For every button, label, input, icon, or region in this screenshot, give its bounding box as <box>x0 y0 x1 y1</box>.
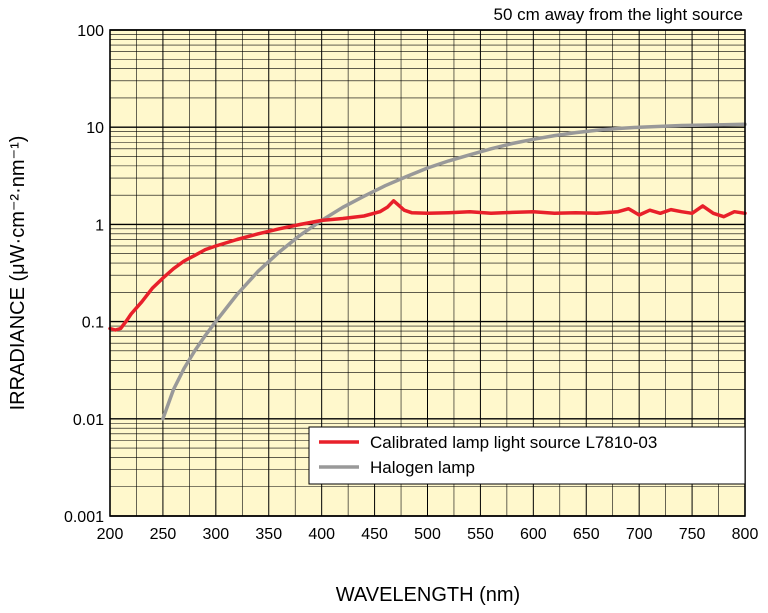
x-tick-label: 600 <box>520 526 547 543</box>
legend-box <box>308 426 746 485</box>
series-line-halogen-lamp <box>161 122 747 421</box>
legend-label-calibrated-lamp: Calibrated lamp light source L7810-03 <box>370 433 657 452</box>
x-tick-label: 450 <box>361 526 388 543</box>
y-tick-labels: 0.001 0.01 0.1 1 10 100 <box>64 23 104 526</box>
series-layer <box>108 122 747 421</box>
x-tick-label: 400 <box>308 526 335 543</box>
y-tick-label: 0.01 <box>73 412 104 429</box>
x-tick-label: 300 <box>202 526 229 543</box>
y-tick-label: 10 <box>86 120 104 137</box>
x-tick-labels: 200 250 300 350 400 450 500 550 600 650 700 750 800 <box>97 526 759 543</box>
x-tick-label: 750 <box>679 526 706 543</box>
x-tick-label: 800 <box>732 526 759 543</box>
x-tick-label: 350 <box>255 526 282 543</box>
legend-label-halogen-lamp: Halogen lamp <box>370 458 475 477</box>
legend: Calibrated lamp light source L7810-03 Ha… <box>308 426 746 485</box>
x-tick-label: 250 <box>150 526 177 543</box>
x-tick-label: 500 <box>414 526 441 543</box>
y-axis-title: IRRADIANCE (μW·cm⁻²·nm⁻¹) <box>7 136 29 411</box>
x-tick-label: 700 <box>626 526 653 543</box>
y-tick-label: 100 <box>77 23 104 40</box>
y-tick-label: 1 <box>95 217 104 234</box>
x-tick-label: 650 <box>573 526 600 543</box>
y-tick-label: 0.001 <box>64 509 104 526</box>
annotation-text: 50 cm away from the light source <box>494 5 743 24</box>
series-line-calibrated-lamp <box>108 199 747 332</box>
plot-frame <box>109 29 746 517</box>
x-tick-label: 550 <box>467 526 494 543</box>
y-tick-label: 0.1 <box>82 315 104 332</box>
x-axis-title: WAVELENGTH (nm) <box>336 584 520 606</box>
x-tick-label: 200 <box>97 526 124 543</box>
